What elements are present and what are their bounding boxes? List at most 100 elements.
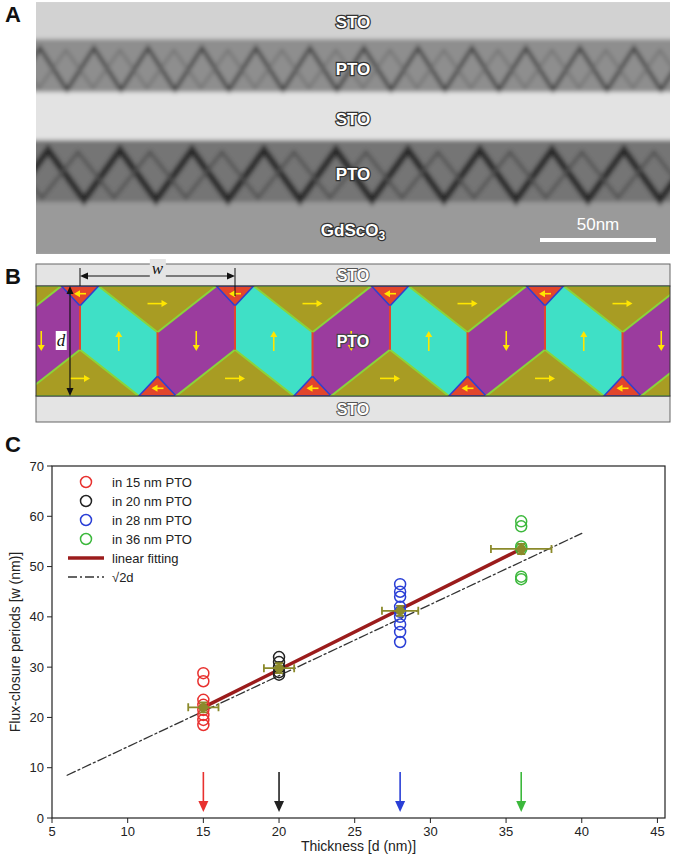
polarization-arrowhead (307, 385, 313, 392)
panel-letter: B (5, 264, 21, 289)
domain (176, 350, 294, 396)
domain (449, 376, 486, 396)
legend-marker (81, 477, 92, 488)
marker-head (516, 801, 526, 812)
polarization-arrowhead (162, 300, 168, 307)
layer-label: PTO (337, 333, 370, 350)
legend-label: in 28 nm PTO (112, 513, 192, 528)
series-line (203, 549, 521, 707)
guide-line (80, 268, 81, 286)
y-tick-label: 30 (30, 660, 44, 675)
domain (409, 286, 527, 332)
polarization-arrowhead (270, 331, 277, 337)
domain (99, 286, 217, 332)
domain (294, 376, 331, 396)
polarization-arrowhead (472, 300, 478, 307)
domain (254, 286, 372, 332)
x-error-bar (491, 545, 552, 553)
legend-label: √2d (112, 570, 134, 585)
x-tick-label: 10 (120, 824, 134, 839)
data-point (516, 543, 527, 554)
layer-label: STO (336, 13, 371, 32)
legend-label: in 36 nm PTO (112, 532, 192, 547)
polarization-arrowhead (115, 331, 122, 337)
x-tick (581, 818, 582, 823)
pto-domains (36, 286, 670, 396)
panel-letter: C (5, 432, 21, 457)
polarization-arrowhead (317, 300, 323, 307)
period-label: w (152, 259, 164, 278)
domain-wall (234, 306, 236, 350)
layer-label: STO (337, 401, 370, 418)
thickness-arrowhead (67, 286, 74, 294)
domain (641, 350, 670, 396)
layer-label-text: PTO (336, 60, 371, 79)
polarization-arrowhead (38, 345, 45, 351)
legend-marker (81, 496, 92, 507)
legend-label: in 20 nm PTO (112, 494, 192, 509)
layer-label-text: STO (336, 110, 371, 129)
legend-label: linear fitting (112, 551, 178, 566)
y-tick-label: 0 (37, 811, 44, 826)
polarization-arrowhead (658, 345, 665, 351)
scale-bar-label: 50nm (577, 215, 620, 234)
thickness-arrow (69, 292, 70, 390)
period-arrowhead (80, 273, 88, 280)
x-tick-label: 20 (272, 824, 286, 839)
data-point (198, 719, 209, 730)
panel-letter: A (5, 2, 21, 27)
legend-marker (81, 515, 92, 526)
x-error-bar (264, 664, 294, 672)
y-error-bar (199, 702, 207, 712)
polarization-arrowhead (239, 375, 245, 382)
marker-head (395, 801, 405, 812)
domain-wall (157, 332, 159, 376)
tem-layers (36, 2, 670, 254)
tem-layer (36, 92, 670, 146)
plot-frame (52, 466, 665, 818)
scale-bar (540, 238, 656, 242)
y-tick (47, 616, 52, 617)
x-tick (506, 818, 507, 823)
legend-marker (81, 534, 92, 545)
data-point (198, 676, 209, 687)
layer-label: STO (337, 267, 370, 284)
domain-wall (389, 306, 391, 350)
tem-image (36, 2, 670, 254)
y-tick-label: 10 (30, 760, 44, 775)
mean-point (275, 664, 283, 672)
thickness-marker (274, 772, 284, 812)
domain (331, 350, 449, 396)
y-tick-label: 70 (30, 459, 44, 474)
marker-shaft (203, 772, 205, 804)
domain (604, 376, 641, 396)
period-arrowhead (227, 273, 235, 280)
layer-label: PTO (336, 60, 371, 79)
domain-contrast (36, 50, 670, 88)
data-point (395, 606, 406, 617)
polarization-arrowhead (74, 290, 80, 297)
y-tick (47, 466, 52, 467)
domain (526, 286, 563, 306)
layer-label: GdScO3 (321, 221, 386, 243)
polarization-arrowhead (394, 375, 400, 382)
layer-label-text: GdScO (321, 221, 379, 240)
tem-layer (36, 2, 670, 45)
data-point (516, 571, 527, 582)
polarization-arrowhead (580, 331, 587, 337)
x-axis-title: Thickness [d (nm)] (301, 838, 416, 854)
x-tick (127, 818, 128, 823)
mean-point (396, 607, 404, 615)
polarization-arrowhead (152, 385, 158, 392)
x-error-bar (188, 703, 218, 711)
x-tick-label: 30 (423, 824, 437, 839)
polarization-arrowhead (229, 290, 235, 297)
domain (139, 376, 176, 396)
x-tick (354, 818, 355, 823)
domain (371, 286, 408, 306)
polarization-arrowhead (627, 300, 633, 307)
domain-contrast (36, 152, 670, 198)
x-tick-label: 45 (650, 824, 664, 839)
guide-line (235, 268, 236, 296)
polarization-arrowhead (425, 331, 432, 337)
